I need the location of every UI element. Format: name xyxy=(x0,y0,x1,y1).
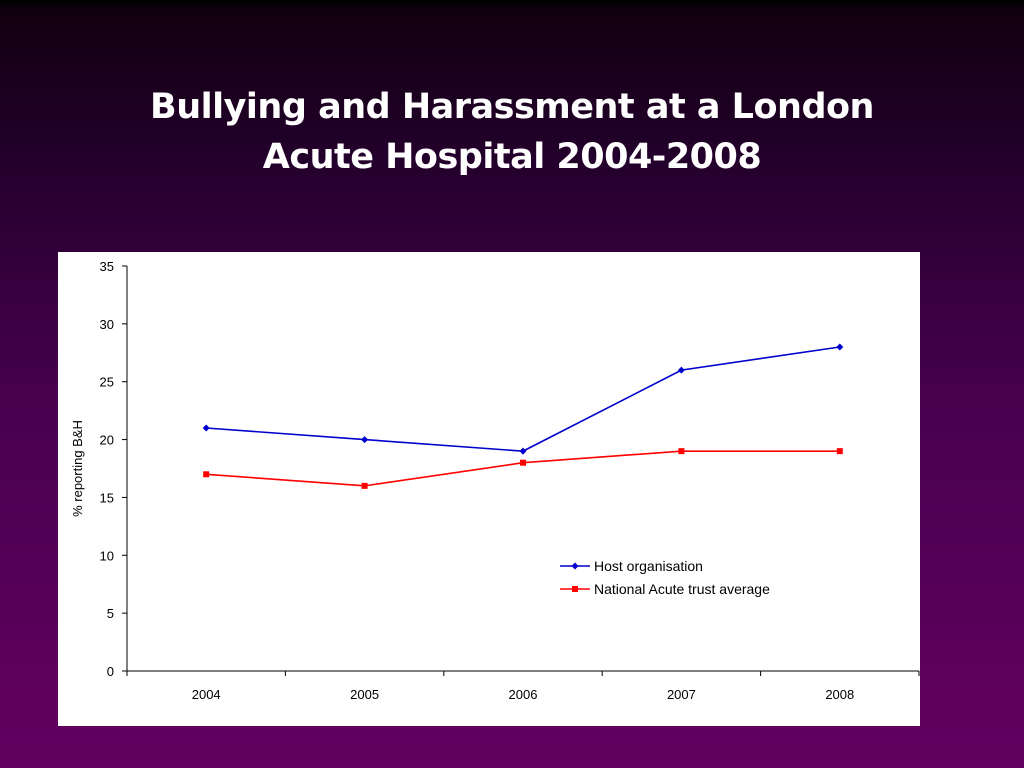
data-point xyxy=(361,436,369,444)
data-point xyxy=(677,366,685,374)
slide-title-line-1: Bullying and Harassment at a London xyxy=(150,87,874,127)
legend-item: Host organisation xyxy=(560,558,703,574)
legend-label: National Acute trust average xyxy=(594,581,770,597)
y-tick-label: 10 xyxy=(100,548,114,563)
legend: Host organisation National Acute trust av… xyxy=(560,558,770,597)
y-tick-label: 35 xyxy=(100,259,114,274)
data-point xyxy=(520,459,526,466)
line-chart: 0 5 10 15 20 25 30 35 2004 2005 2006 2007 2008 % repo… xyxy=(70,259,920,702)
legend-marker xyxy=(571,562,579,570)
x-tick-label: 2005 xyxy=(350,687,379,702)
y-tick-label: 15 xyxy=(100,490,114,505)
y-tick-label: 20 xyxy=(100,433,114,448)
slide-title: Bullying and Harassment at a London Acut… xyxy=(62,82,962,182)
legend-label: Host organisation xyxy=(594,558,703,574)
series-layer xyxy=(202,343,844,489)
y-tick-label: 5 xyxy=(107,606,114,621)
data-point xyxy=(678,448,685,455)
y-axis-title: % reporting B&H xyxy=(70,420,85,517)
legend-marker xyxy=(572,586,578,592)
data-point xyxy=(836,448,843,455)
x-tick-label: 2006 xyxy=(509,687,538,702)
data-point xyxy=(203,471,210,478)
x-tick-label: 2008 xyxy=(825,687,854,702)
x-tick-label: 2007 xyxy=(667,687,696,702)
series-line xyxy=(206,450,840,487)
data-point xyxy=(361,482,368,489)
slide-title-line-2: Acute Hospital 2004-2008 xyxy=(262,137,762,177)
x-tick-label: 2004 xyxy=(192,687,221,702)
series-national-acute-trust-average xyxy=(203,448,843,489)
legend-item: National Acute trust average xyxy=(560,581,770,597)
y-tick-label: 25 xyxy=(100,375,114,390)
data-point xyxy=(519,447,527,455)
axes-layer: 0 5 10 15 20 25 30 35 2004 2005 2006 2007 2008 % repo… xyxy=(70,259,920,702)
chart-panel: 0 5 10 15 20 25 30 35 2004 2005 2006 2007 2008 % repo… xyxy=(58,252,920,726)
series-host-organisation xyxy=(202,343,844,455)
data-point xyxy=(202,424,210,432)
data-point xyxy=(836,343,844,351)
y-tick-label: 30 xyxy=(100,317,114,332)
y-tick-label: 0 xyxy=(107,664,114,679)
series-line xyxy=(206,346,840,452)
